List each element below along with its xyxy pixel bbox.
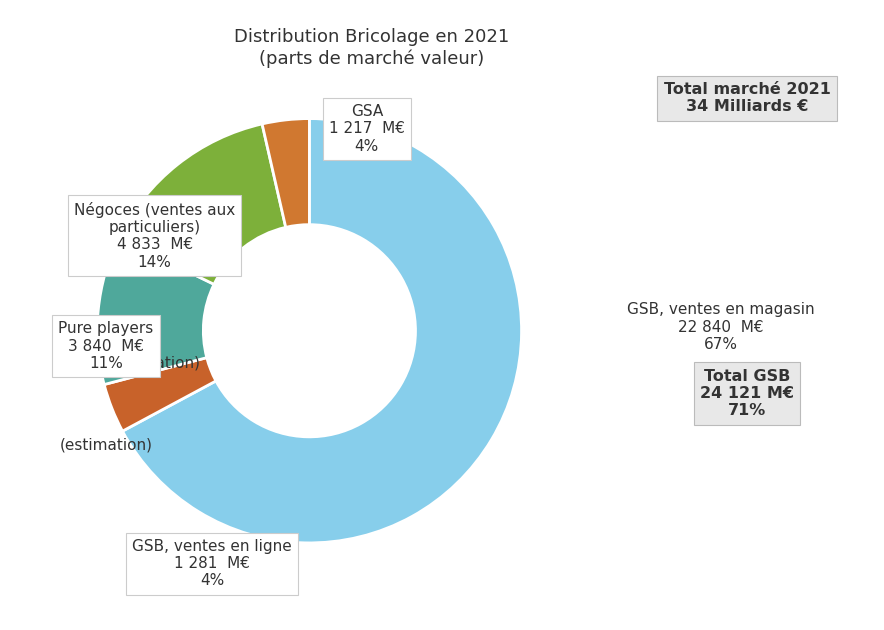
Wedge shape: [118, 124, 286, 284]
Text: (estimation): (estimation): [59, 438, 153, 453]
Text: Distribution Bricolage en 2021
(parts de marché valeur): Distribution Bricolage en 2021 (parts de…: [233, 28, 509, 68]
Text: Pure players
3 840  M€
11%: Pure players 3 840 M€ 11%: [58, 321, 154, 371]
Text: Négoces (ventes aux
particuliers)
4 833  M€
14%: Négoces (ventes aux particuliers) 4 833 …: [74, 202, 235, 270]
Text: (estimation): (estimation): [108, 356, 202, 371]
Wedge shape: [97, 238, 214, 384]
Wedge shape: [104, 358, 216, 431]
Wedge shape: [123, 118, 522, 543]
Text: GSA
1 217  M€
4%: GSA 1 217 M€ 4%: [329, 104, 405, 154]
Text: Total GSB
24 121 M€
71%: Total GSB 24 121 M€ 71%: [700, 369, 794, 418]
Text: Total marché 2021
34 Milliards €: Total marché 2021 34 Milliards €: [664, 82, 830, 114]
Text: GSB, ventes en magasin
22 840  M€
67%: GSB, ventes en magasin 22 840 M€ 67%: [627, 302, 814, 352]
Text: GSB, ventes en ligne
1 281  M€
4%: GSB, ventes en ligne 1 281 M€ 4%: [133, 539, 292, 588]
Wedge shape: [262, 118, 309, 227]
